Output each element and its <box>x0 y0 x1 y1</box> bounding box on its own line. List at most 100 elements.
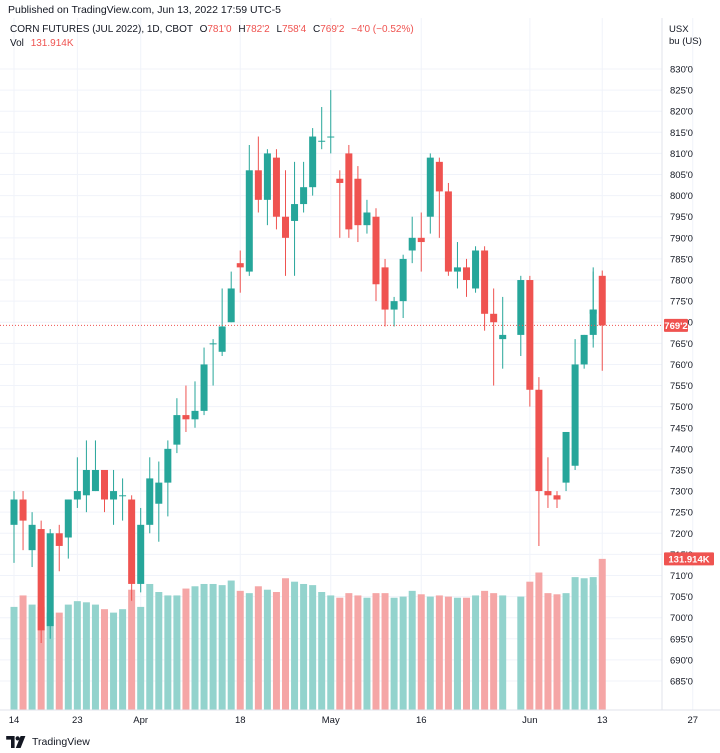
publish-line: Published on TradingView.com, Jun 13, 20… <box>8 4 281 16</box>
volume-label: Vol <box>10 38 24 49</box>
y-tick-label: 805'0 <box>670 170 693 181</box>
y-tick-label: 710'0 <box>670 571 693 582</box>
volume-bar <box>82 602 90 710</box>
candle-body <box>291 204 299 221</box>
x-tick-label: May <box>322 715 340 726</box>
volume-bar <box>562 593 570 710</box>
candle-body <box>571 364 579 466</box>
y-tick-label: 810'0 <box>670 149 693 160</box>
y-tick-label: 785'0 <box>670 254 693 265</box>
ohlc-open-value: 781'0 <box>207 24 232 35</box>
candle-body <box>173 415 181 445</box>
volume-bar <box>345 593 353 710</box>
y-tick-label: 760'0 <box>670 360 693 371</box>
volume-bar <box>272 591 280 710</box>
volume-bars <box>10 558 606 710</box>
volume-bar <box>553 594 561 710</box>
y-tick-label: 825'0 <box>670 86 693 97</box>
candle-body <box>155 482 163 504</box>
candle-body <box>128 499 136 584</box>
candle-body <box>164 448 172 483</box>
axis-currency: USX <box>669 24 689 35</box>
candle-body <box>309 136 317 188</box>
candle-body <box>236 263 244 268</box>
y-tick-label: 730'0 <box>670 487 693 498</box>
volume-bar <box>381 593 389 710</box>
x-tick-label: 16 <box>416 715 427 726</box>
candle-body <box>426 157 434 217</box>
volume-bar <box>119 609 127 710</box>
candle-body <box>282 216 289 238</box>
volume-bar <box>182 588 190 710</box>
volume-bar <box>535 572 543 710</box>
y-tick-label: 815'0 <box>670 128 693 139</box>
volume-bar <box>435 595 443 710</box>
y-tick-label: 700'0 <box>670 613 693 624</box>
legend-volume: Vol 131.914K <box>10 38 74 49</box>
candle-body <box>363 212 371 226</box>
volume-bar <box>137 606 145 710</box>
y-tick-label: 820'0 <box>670 107 693 118</box>
volume-bar <box>263 589 271 710</box>
candle-body <box>28 524 36 551</box>
volume-bar <box>481 590 489 710</box>
volume-bar <box>300 583 308 710</box>
y-tick-label: 690'0 <box>670 655 693 666</box>
candle-body <box>408 237 416 251</box>
legend-symbol: CORN FUTURES (JUL 2022), 1D, CBOT O781'0… <box>10 24 414 35</box>
candle-body <box>110 491 118 500</box>
y-tick-label: 790'0 <box>670 233 693 244</box>
volume-bar <box>164 595 172 710</box>
volume-bar <box>544 593 552 710</box>
candle-body <box>46 533 54 627</box>
volume-bar <box>580 578 588 710</box>
candle-body <box>481 250 489 314</box>
volume-bar <box>390 597 398 710</box>
x-tick-label: 14 <box>9 715 20 726</box>
volume-bar <box>417 594 425 710</box>
volume-bar <box>64 604 72 710</box>
candle-body <box>318 140 326 142</box>
volume-bar <box>55 612 63 710</box>
x-tick-label: Jun <box>522 715 537 726</box>
volume-bar <box>336 597 344 710</box>
volume-bar <box>254 586 262 710</box>
candle-body <box>101 469 108 500</box>
candle-body <box>535 389 543 492</box>
candle-body <box>10 499 18 525</box>
volume-bar <box>209 583 217 710</box>
price-axis[interactable]: 685'0690'0695'0700'0705'0710'0715'0720'0… <box>670 65 693 688</box>
candle-body <box>73 491 81 500</box>
volume-bar <box>444 596 452 710</box>
volume-bar <box>463 597 470 710</box>
volume-bar <box>571 577 579 710</box>
y-tick-label: 765'0 <box>670 339 693 350</box>
candle-body <box>37 529 45 631</box>
candle-body <box>119 495 127 497</box>
symbol-text: CORN FUTURES (JUL 2022), 1D, CBOT <box>10 24 193 35</box>
last-volume-badge: 131.914K <box>664 552 714 566</box>
volume-bar <box>91 604 99 710</box>
x-tick-label: Apr <box>133 715 148 726</box>
candle-body <box>390 301 398 310</box>
volume-bar <box>218 585 226 710</box>
y-tick-label: 720'0 <box>670 529 693 540</box>
candle-body <box>300 187 308 205</box>
candle-body <box>82 469 90 496</box>
candle-body <box>19 499 27 521</box>
candle-body <box>245 170 253 272</box>
candle-body <box>472 250 480 289</box>
ohlc-high-label: H <box>238 24 245 35</box>
x-tick-label: 13 <box>597 715 608 726</box>
volume-bar <box>236 590 244 710</box>
y-tick-label: 705'0 <box>670 592 693 603</box>
candle-body <box>55 533 63 546</box>
volume-bar <box>517 596 525 710</box>
candle-body <box>327 136 335 138</box>
time-axis[interactable]: 14 23 Apr 18 May 16 Jun 13 27 <box>9 715 698 726</box>
candle-body <box>417 237 425 243</box>
candle-body <box>463 267 470 281</box>
volume-bar <box>363 597 371 710</box>
candle-body <box>218 326 226 352</box>
